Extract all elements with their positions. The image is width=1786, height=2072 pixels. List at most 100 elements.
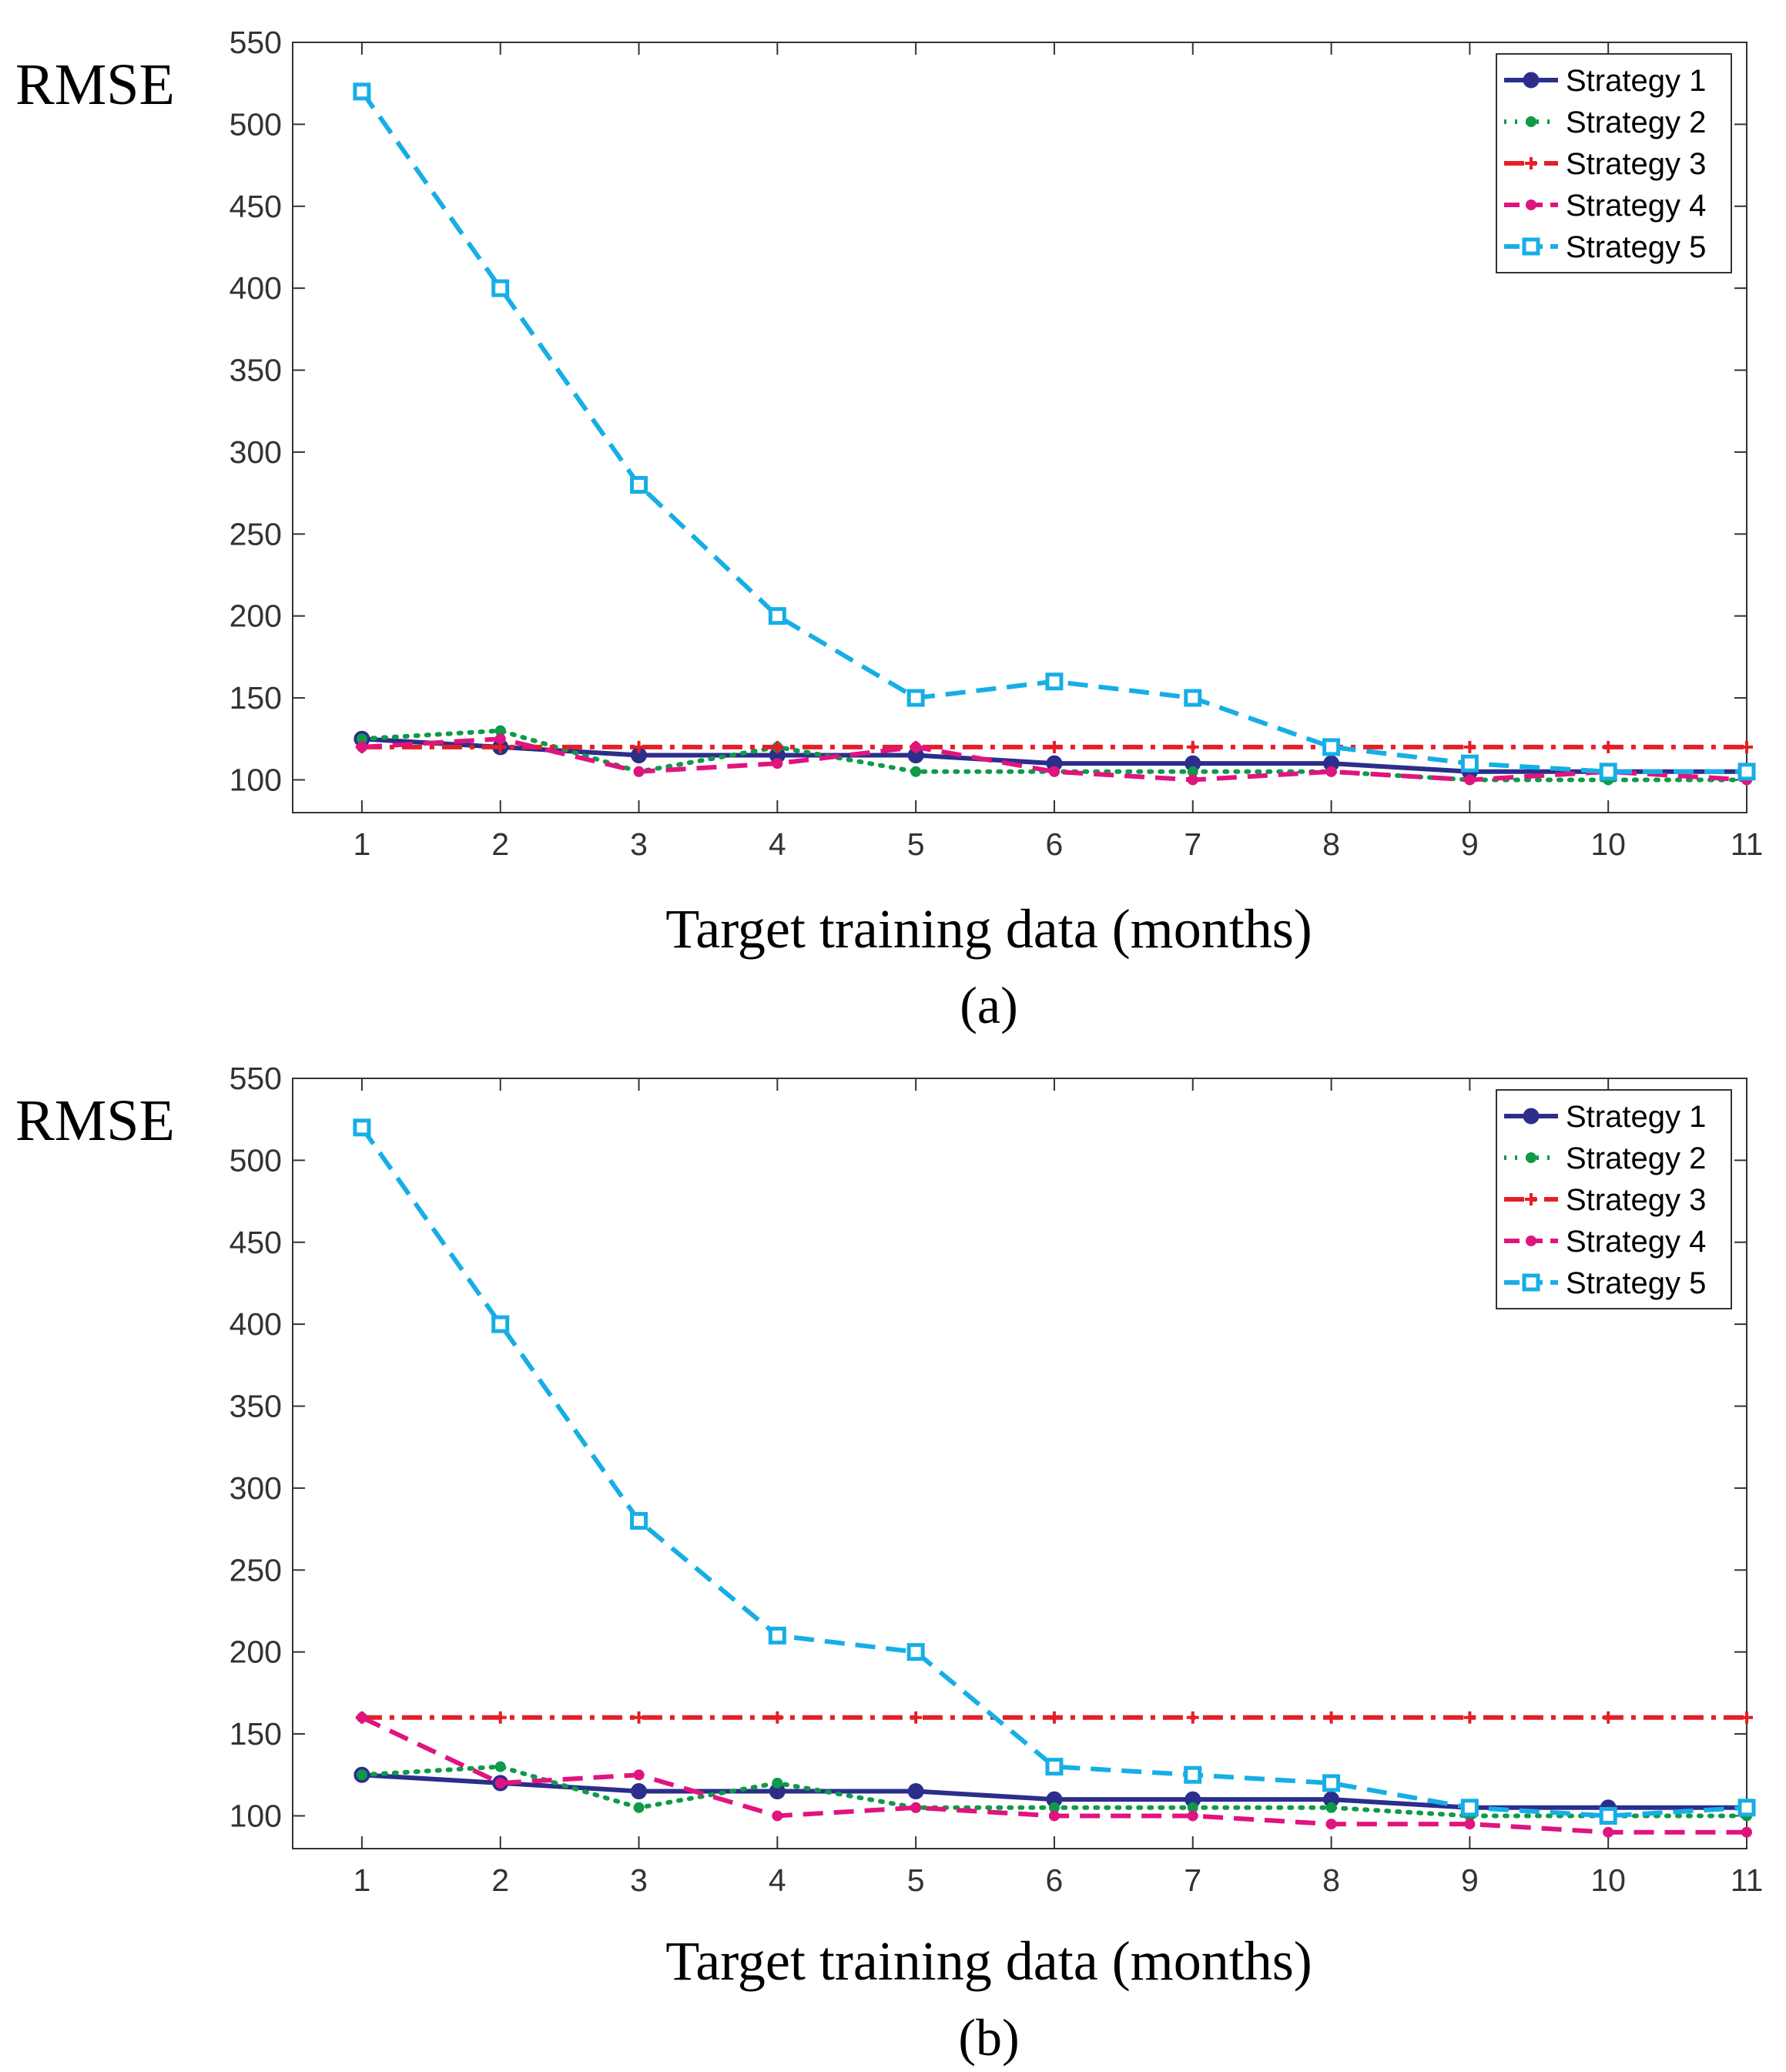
- data-point: [491, 279, 510, 297]
- y-tick-label: 200: [230, 598, 282, 634]
- data-point: [633, 1802, 645, 1813]
- legend-marker: [1526, 199, 1536, 210]
- data-point: [494, 1777, 506, 1789]
- data-point: [1460, 754, 1479, 773]
- data-point: [910, 1802, 922, 1813]
- x-tick-label: 5: [907, 826, 925, 862]
- data-point: [1741, 740, 1753, 753]
- legend-marker: [1526, 1152, 1536, 1163]
- data-point: [1325, 1711, 1338, 1724]
- legend-marker: [1526, 1235, 1536, 1246]
- x-tick-label: 1: [353, 1862, 370, 1898]
- y-axis-label: RMSE: [15, 52, 175, 117]
- x-tick-label: 7: [1184, 826, 1201, 862]
- panel-caption: (b): [958, 2008, 1019, 2067]
- x-tick-label: 6: [1046, 1862, 1064, 1898]
- y-tick-label: 200: [230, 1634, 282, 1670]
- data-point: [771, 740, 784, 753]
- data-point: [494, 1711, 507, 1724]
- data-point: [353, 82, 371, 101]
- y-tick-label: 300: [230, 1470, 282, 1506]
- x-tick-label: 8: [1322, 1862, 1340, 1898]
- legend-entry-strategy-4: Strategy 4: [1504, 189, 1706, 223]
- y-tick-label: 500: [230, 106, 282, 142]
- data-point: [630, 1511, 648, 1530]
- data-point: [632, 740, 645, 753]
- data-point: [1045, 1758, 1064, 1776]
- data-point: [906, 1643, 925, 1661]
- y-tick-label: 250: [230, 1552, 282, 1588]
- x-tick-label: 11: [1731, 826, 1764, 862]
- x-axis-label: Target training data (months): [665, 898, 1312, 960]
- legend-label: Strategy 4: [1566, 1225, 1706, 1259]
- y-tick-label: 350: [230, 353, 282, 388]
- legend-label: Strategy 4: [1566, 189, 1706, 223]
- data-point: [1602, 740, 1615, 753]
- legend-marker: [1525, 1193, 1537, 1205]
- x-tick-label: 3: [630, 1862, 648, 1898]
- x-tick-label: 6: [1046, 826, 1064, 862]
- x-tick-label: 3: [630, 826, 648, 862]
- data-point: [772, 1810, 783, 1822]
- data-point: [1048, 1810, 1060, 1822]
- x-tick-label: 4: [769, 826, 786, 862]
- x-tick-label: 1: [353, 826, 370, 862]
- data-point: [1599, 763, 1617, 781]
- legend-entry-strategy-5: Strategy 5: [1504, 230, 1706, 264]
- x-axis-label: Target training data (months): [665, 1930, 1312, 1992]
- data-point: [1737, 1799, 1756, 1817]
- data-point: [1325, 1819, 1337, 1830]
- y-tick-label: 500: [230, 1142, 282, 1178]
- data-point: [1737, 763, 1756, 781]
- x-tick-label: 5: [907, 1862, 925, 1898]
- data-point: [771, 1711, 784, 1724]
- legend-entry-strategy-3: Strategy 3: [1504, 147, 1706, 181]
- data-point: [633, 766, 645, 777]
- legend-marker: [1523, 72, 1540, 89]
- data-point: [356, 1769, 367, 1781]
- legend-label: Strategy 3: [1566, 1183, 1706, 1217]
- chart-panel-2: 100 150 200 250 300 350 400 450 500 550 1 2 3 4 5 6 7 8 9 1…: [15, 1061, 1763, 2067]
- data-point: [1184, 689, 1202, 707]
- y-tick-label: 300: [230, 434, 282, 470]
- data-point: [910, 1711, 923, 1724]
- series-strategy-5: [353, 1118, 1756, 1825]
- legend-marker: [1522, 1273, 1540, 1292]
- chart-panel-1: 100 150 200 250 300 350 400 450 500 550 1 2 3 4 5 6 7 8 9 1…: [15, 25, 1763, 1034]
- x-tick-label: 4: [769, 1862, 786, 1898]
- data-point: [772, 1777, 783, 1789]
- data-point: [1741, 1711, 1753, 1724]
- legend-entry-strategy-1: Strategy 1: [1504, 1100, 1706, 1134]
- y-tick-label: 100: [230, 1798, 282, 1833]
- data-point: [1464, 774, 1476, 786]
- y-tick-label: 450: [230, 1225, 282, 1260]
- x-tick-label: 8: [1322, 826, 1340, 862]
- legend-entry-strategy-4: Strategy 4: [1504, 1225, 1706, 1259]
- data-point: [1325, 766, 1337, 777]
- data-point: [1599, 1806, 1617, 1825]
- legend-label: Strategy 3: [1566, 147, 1706, 181]
- y-tick-label: 150: [230, 680, 282, 716]
- legend: Strategy 1 Strategy 2 Strategy 3 Strategy 4…: [1496, 1089, 1732, 1309]
- y-tick-label: 100: [230, 762, 282, 797]
- data-point: [1048, 766, 1060, 777]
- data-point: [356, 733, 367, 745]
- data-point: [907, 1783, 924, 1800]
- x-tick-label: 2: [491, 1862, 509, 1898]
- data-point: [1184, 1765, 1202, 1784]
- legend-entry-strategy-2: Strategy 2: [1504, 1142, 1706, 1175]
- x-tick-label: 10: [1590, 826, 1626, 862]
- data-point: [1047, 740, 1061, 753]
- data-point: [768, 607, 786, 625]
- data-point: [1187, 766, 1198, 777]
- data-point: [910, 741, 922, 753]
- y-axis-label: RMSE: [15, 1088, 175, 1153]
- y-tick-label: 350: [230, 1389, 282, 1424]
- legend-marker: [1525, 157, 1537, 169]
- y-tick-label: 450: [230, 189, 282, 224]
- legend-entry-strategy-2: Strategy 2: [1504, 106, 1706, 139]
- data-point: [1463, 740, 1476, 753]
- data-point: [1322, 1774, 1341, 1792]
- y-tick-label: 400: [230, 270, 282, 306]
